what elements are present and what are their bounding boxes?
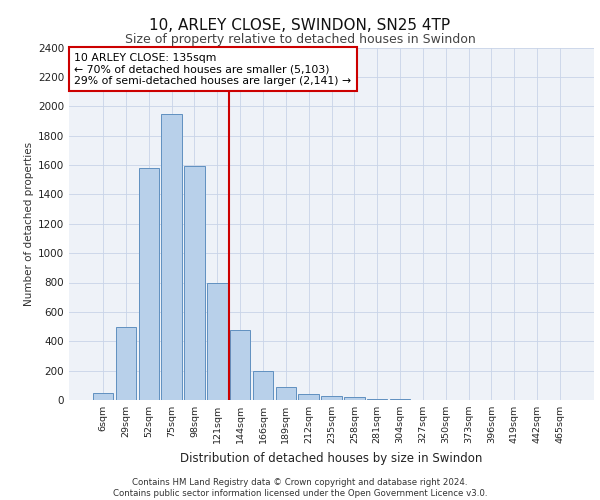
Bar [367, 398, 388, 400]
Bar [298, 394, 319, 400]
Bar [321, 396, 342, 400]
Bar [207, 282, 227, 400]
Bar [275, 387, 296, 400]
Y-axis label: Number of detached properties: Number of detached properties [24, 142, 34, 306]
Bar [230, 330, 250, 400]
Bar [344, 397, 365, 400]
Text: 10 ARLEY CLOSE: 135sqm
← 70% of detached houses are smaller (5,103)
29% of semi-: 10 ARLEY CLOSE: 135sqm ← 70% of detached… [74, 53, 352, 86]
Text: Size of property relative to detached houses in Swindon: Size of property relative to detached ho… [125, 32, 475, 46]
Bar [93, 392, 113, 400]
X-axis label: Distribution of detached houses by size in Swindon: Distribution of detached houses by size … [181, 452, 482, 464]
Text: 10, ARLEY CLOSE, SWINDON, SN25 4TP: 10, ARLEY CLOSE, SWINDON, SN25 4TP [149, 18, 451, 32]
Bar [253, 370, 273, 400]
Bar [161, 114, 182, 400]
Bar [139, 168, 159, 400]
Text: Contains HM Land Registry data © Crown copyright and database right 2024.
Contai: Contains HM Land Registry data © Crown c… [113, 478, 487, 498]
Bar [184, 166, 205, 400]
Bar [116, 326, 136, 400]
